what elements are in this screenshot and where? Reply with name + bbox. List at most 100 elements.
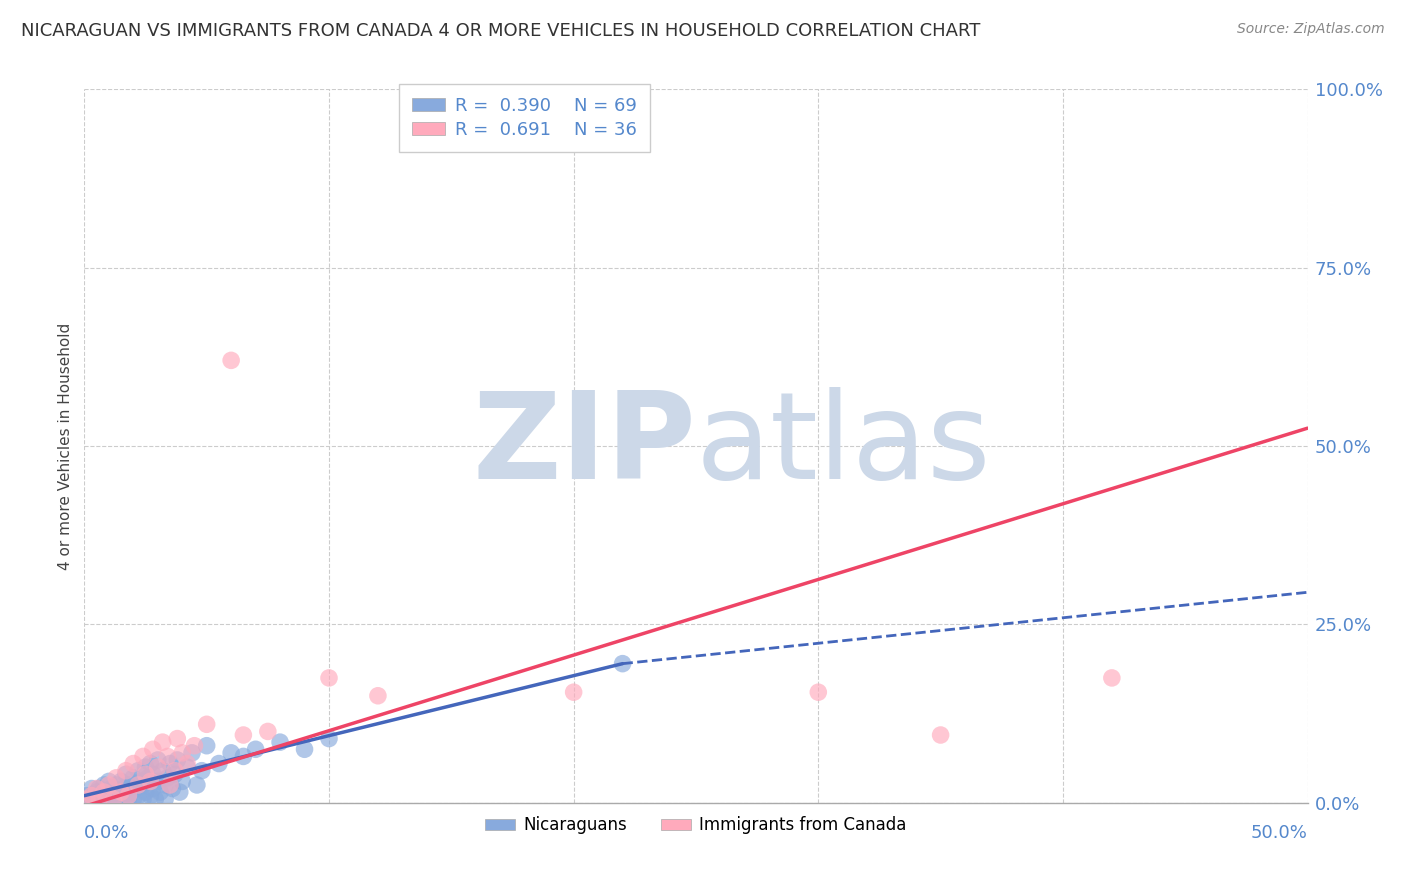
- Point: [176, 756, 198, 771]
- Point: [117, 792, 139, 806]
- Point: [96, 785, 118, 799]
- Point: [153, 778, 176, 792]
- Point: [97, 774, 120, 789]
- Point: [156, 771, 179, 785]
- Point: [132, 792, 155, 806]
- Point: [93, 785, 115, 799]
- Point: [807, 685, 830, 699]
- Point: [191, 764, 214, 778]
- Point: [166, 731, 188, 746]
- Point: [86, 785, 108, 799]
- Point: [159, 778, 181, 792]
- Point: [257, 724, 280, 739]
- Point: [318, 671, 340, 685]
- Point: [163, 767, 186, 781]
- Point: [77, 792, 100, 806]
- Text: atlas: atlas: [696, 387, 991, 505]
- Point: [127, 778, 149, 792]
- Point: [149, 785, 172, 799]
- Text: 0.0%: 0.0%: [84, 824, 129, 842]
- Point: [80, 781, 103, 796]
- Point: [142, 781, 165, 796]
- Point: [142, 742, 165, 756]
- Point: [93, 778, 115, 792]
- Point: [110, 792, 132, 806]
- Point: [159, 756, 181, 771]
- Point: [103, 792, 125, 806]
- Point: [93, 792, 115, 806]
- Point: [127, 789, 149, 803]
- Point: [83, 789, 105, 803]
- Point: [929, 728, 952, 742]
- Point: [181, 746, 204, 760]
- Point: [146, 753, 169, 767]
- Point: [76, 789, 98, 803]
- Point: [103, 789, 125, 803]
- Point: [105, 778, 128, 792]
- Y-axis label: 4 or more Vehicles in Household: 4 or more Vehicles in Household: [58, 322, 73, 570]
- Point: [132, 778, 155, 792]
- Point: [117, 789, 139, 803]
- Point: [219, 746, 242, 760]
- Point: [115, 789, 138, 803]
- Point: [125, 781, 148, 796]
- Point: [172, 774, 194, 789]
- Point: [195, 739, 218, 753]
- Point: [87, 781, 110, 796]
- Point: [176, 760, 198, 774]
- Point: [232, 728, 254, 742]
- Text: NICARAGUAN VS IMMIGRANTS FROM CANADA 4 OR MORE VEHICLES IN HOUSEHOLD CORRELATION: NICARAGUAN VS IMMIGRANTS FROM CANADA 4 O…: [21, 22, 980, 40]
- Point: [318, 731, 340, 746]
- Point: [162, 781, 184, 796]
- Point: [245, 742, 267, 756]
- Point: [186, 778, 208, 792]
- Point: [166, 753, 188, 767]
- Point: [208, 756, 231, 771]
- Point: [110, 785, 132, 799]
- Point: [127, 764, 149, 778]
- Point: [107, 785, 129, 799]
- Point: [132, 749, 155, 764]
- Point: [136, 771, 159, 785]
- Point: [139, 789, 162, 803]
- Point: [139, 774, 162, 789]
- Point: [152, 735, 174, 749]
- Point: [219, 353, 242, 368]
- Point: [146, 760, 169, 774]
- Point: [269, 735, 291, 749]
- Point: [1101, 671, 1123, 685]
- Point: [105, 792, 128, 806]
- Point: [105, 771, 128, 785]
- Point: [612, 657, 634, 671]
- Point: [117, 778, 139, 792]
- Point: [139, 756, 162, 771]
- Point: [135, 785, 157, 799]
- Point: [294, 742, 316, 756]
- Text: 50.0%: 50.0%: [1251, 824, 1308, 842]
- Point: [122, 756, 145, 771]
- Legend: Nicaraguans, Immigrants from Canada: Nicaraguans, Immigrants from Canada: [478, 810, 914, 841]
- Point: [135, 760, 157, 774]
- Point: [90, 789, 112, 803]
- Point: [143, 792, 166, 806]
- Point: [97, 778, 120, 792]
- Point: [100, 781, 122, 796]
- Point: [122, 771, 145, 785]
- Point: [172, 746, 194, 760]
- Point: [115, 764, 138, 778]
- Point: [110, 774, 132, 789]
- Point: [120, 785, 142, 799]
- Point: [115, 767, 138, 781]
- Point: [156, 749, 179, 764]
- Point: [232, 749, 254, 764]
- Point: [146, 774, 169, 789]
- Point: [129, 774, 152, 789]
- Point: [562, 685, 585, 699]
- Text: Source: ZipAtlas.com: Source: ZipAtlas.com: [1237, 22, 1385, 37]
- Point: [86, 792, 108, 806]
- Point: [195, 717, 218, 731]
- Point: [76, 792, 98, 806]
- Point: [80, 789, 103, 803]
- Point: [152, 764, 174, 778]
- Point: [163, 764, 186, 778]
